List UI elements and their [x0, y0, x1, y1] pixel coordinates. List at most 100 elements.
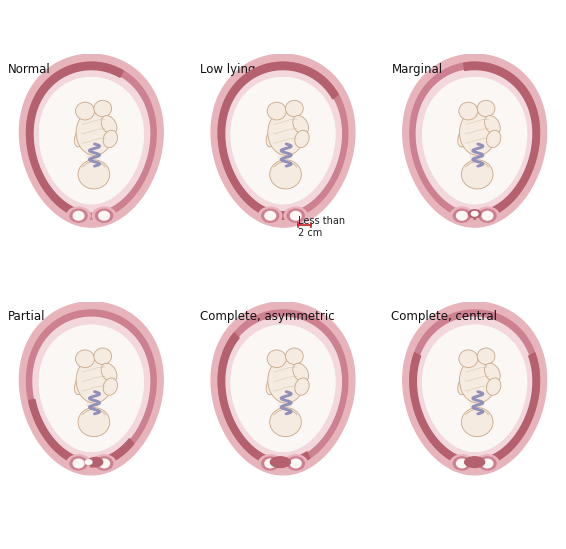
Ellipse shape — [259, 207, 282, 225]
Text: Complete, asymmetric: Complete, asymmetric — [200, 310, 335, 323]
Polygon shape — [231, 326, 335, 451]
Ellipse shape — [267, 102, 286, 120]
Ellipse shape — [285, 348, 303, 365]
Polygon shape — [225, 317, 341, 460]
FancyBboxPatch shape — [470, 150, 483, 159]
Ellipse shape — [288, 457, 305, 470]
Polygon shape — [211, 302, 355, 475]
Text: Complete, central: Complete, central — [391, 310, 498, 323]
Text: Marginal: Marginal — [391, 63, 443, 76]
Polygon shape — [218, 62, 338, 219]
Ellipse shape — [75, 128, 85, 147]
Text: Partial: Partial — [8, 310, 45, 323]
Ellipse shape — [96, 457, 113, 470]
Ellipse shape — [270, 407, 301, 436]
Ellipse shape — [479, 209, 496, 222]
Polygon shape — [40, 77, 143, 204]
Ellipse shape — [265, 459, 276, 468]
Ellipse shape — [285, 100, 303, 117]
Polygon shape — [211, 54, 355, 227]
Polygon shape — [19, 302, 163, 475]
Ellipse shape — [486, 378, 501, 395]
Ellipse shape — [461, 160, 493, 189]
Ellipse shape — [469, 210, 481, 218]
Ellipse shape — [73, 459, 84, 468]
Polygon shape — [423, 77, 526, 204]
Ellipse shape — [266, 376, 277, 395]
Polygon shape — [33, 317, 149, 460]
Ellipse shape — [482, 211, 493, 220]
Ellipse shape — [88, 457, 102, 467]
Ellipse shape — [76, 110, 113, 155]
Polygon shape — [218, 310, 348, 467]
Ellipse shape — [78, 160, 110, 189]
Polygon shape — [410, 310, 539, 467]
Ellipse shape — [450, 207, 474, 225]
Ellipse shape — [290, 211, 301, 220]
Ellipse shape — [266, 128, 277, 147]
Ellipse shape — [101, 115, 117, 135]
Polygon shape — [417, 317, 533, 460]
FancyBboxPatch shape — [86, 150, 100, 159]
Polygon shape — [410, 62, 539, 219]
Polygon shape — [33, 70, 149, 212]
Ellipse shape — [259, 455, 282, 472]
Ellipse shape — [459, 102, 478, 120]
Ellipse shape — [486, 130, 501, 148]
Text: Normal: Normal — [8, 63, 51, 76]
Ellipse shape — [101, 363, 117, 382]
Ellipse shape — [261, 457, 278, 470]
Polygon shape — [225, 70, 341, 212]
Ellipse shape — [458, 376, 469, 395]
Polygon shape — [464, 62, 539, 219]
Ellipse shape — [471, 211, 478, 216]
Ellipse shape — [70, 457, 87, 470]
Polygon shape — [417, 70, 533, 212]
Ellipse shape — [290, 459, 301, 468]
Ellipse shape — [461, 407, 493, 436]
Ellipse shape — [92, 207, 116, 225]
Ellipse shape — [70, 209, 87, 222]
Ellipse shape — [94, 100, 112, 117]
Ellipse shape — [477, 100, 495, 117]
Ellipse shape — [288, 209, 305, 222]
Ellipse shape — [67, 207, 90, 225]
Ellipse shape — [477, 348, 495, 365]
Ellipse shape — [465, 457, 484, 467]
Ellipse shape — [265, 211, 276, 220]
Ellipse shape — [103, 378, 118, 395]
Ellipse shape — [284, 207, 307, 225]
Polygon shape — [403, 54, 547, 227]
Ellipse shape — [75, 350, 95, 368]
Ellipse shape — [295, 378, 309, 395]
Polygon shape — [231, 326, 335, 451]
Ellipse shape — [67, 455, 90, 472]
Ellipse shape — [271, 457, 290, 467]
Ellipse shape — [73, 211, 84, 220]
Ellipse shape — [75, 376, 85, 395]
Ellipse shape — [450, 455, 474, 472]
Ellipse shape — [484, 363, 500, 382]
Ellipse shape — [270, 160, 301, 189]
Ellipse shape — [460, 110, 496, 155]
Ellipse shape — [85, 460, 92, 464]
Ellipse shape — [460, 357, 496, 403]
Polygon shape — [423, 77, 526, 204]
Ellipse shape — [476, 455, 499, 472]
Polygon shape — [423, 326, 526, 451]
Ellipse shape — [284, 455, 307, 472]
Ellipse shape — [75, 102, 95, 120]
Polygon shape — [231, 77, 335, 204]
Polygon shape — [423, 326, 526, 451]
Ellipse shape — [78, 407, 110, 436]
Ellipse shape — [453, 209, 470, 222]
Ellipse shape — [453, 457, 470, 470]
Ellipse shape — [268, 110, 305, 155]
Ellipse shape — [261, 209, 278, 222]
Ellipse shape — [295, 130, 309, 148]
Ellipse shape — [457, 211, 467, 220]
Polygon shape — [231, 77, 335, 204]
Ellipse shape — [457, 459, 467, 468]
FancyBboxPatch shape — [278, 150, 292, 159]
Ellipse shape — [99, 211, 109, 220]
